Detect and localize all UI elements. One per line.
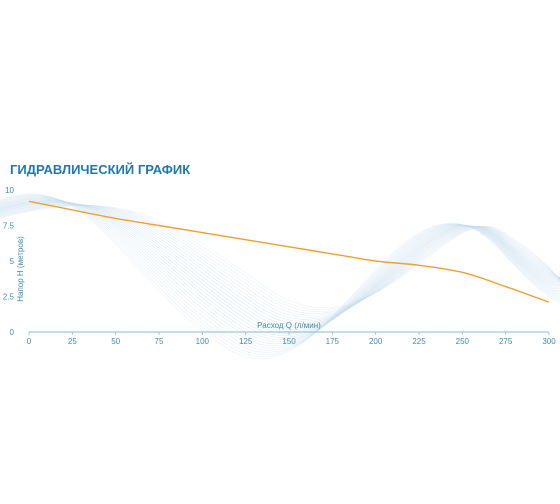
wave-line	[0, 196, 560, 351]
y-tick-label: 0	[10, 328, 15, 337]
wave-line	[0, 199, 560, 338]
chart-title: ГИДРАВЛИЧЕСКИЙ ГРАФИК	[10, 162, 190, 177]
wave-line	[0, 199, 560, 336]
x-axis-label: Расход Q (л/мин)	[257, 321, 321, 330]
wave-line	[0, 203, 560, 318]
x-tick-label: 25	[68, 337, 77, 346]
wave-line	[0, 197, 560, 345]
y-tick-label: 7.5	[3, 222, 15, 231]
wave-line	[0, 204, 560, 312]
wave-line	[0, 194, 560, 355]
x-tick-label: 150	[282, 337, 296, 346]
wave-line	[0, 203, 560, 320]
x-tick-label: 200	[369, 337, 383, 346]
wave-line	[0, 196, 560, 349]
wave-line	[0, 198, 560, 340]
x-tick-label: 300	[542, 337, 556, 346]
wave-line	[0, 204, 560, 316]
wave-line	[0, 200, 560, 334]
x-tick-label: 100	[196, 337, 210, 346]
wave-line	[0, 203, 560, 322]
y-axis-label: Напор Н (метров)	[16, 236, 25, 302]
wave-line	[0, 205, 560, 310]
wave-line	[0, 198, 560, 342]
wave-line	[0, 205, 560, 308]
x-tick-labels: 0 25 50 75 100 125 150 175 200 225 250 275 300	[27, 332, 556, 346]
x-tick-label: 75	[155, 337, 164, 346]
wave-line	[0, 193, 560, 359]
x-tick-label: 175	[326, 337, 340, 346]
wave-line	[0, 202, 560, 324]
y-tick-label: 2.5	[3, 293, 15, 302]
x-tick-label: 125	[239, 337, 253, 346]
wave-line	[0, 201, 560, 330]
background-wave-decoration	[0, 193, 560, 359]
x-tick-label: 0	[27, 337, 32, 346]
wave-line	[0, 195, 560, 353]
x-tick-label: 50	[111, 337, 120, 346]
x-tick-label: 275	[499, 337, 513, 346]
performance-curve-line	[28, 200, 550, 303]
y-tick-label: 5	[10, 257, 15, 266]
x-tick-label: 225	[412, 337, 426, 346]
y-tick-label: 10	[5, 186, 14, 195]
wave-line	[0, 204, 560, 314]
x-tick-label: 250	[456, 337, 470, 346]
wave-line	[0, 197, 560, 347]
series-layer	[28, 200, 550, 303]
y-tick-labels: 0 2.5 5 7.5 10	[3, 186, 15, 337]
wave-line	[0, 202, 560, 326]
wave-line	[0, 194, 560, 357]
